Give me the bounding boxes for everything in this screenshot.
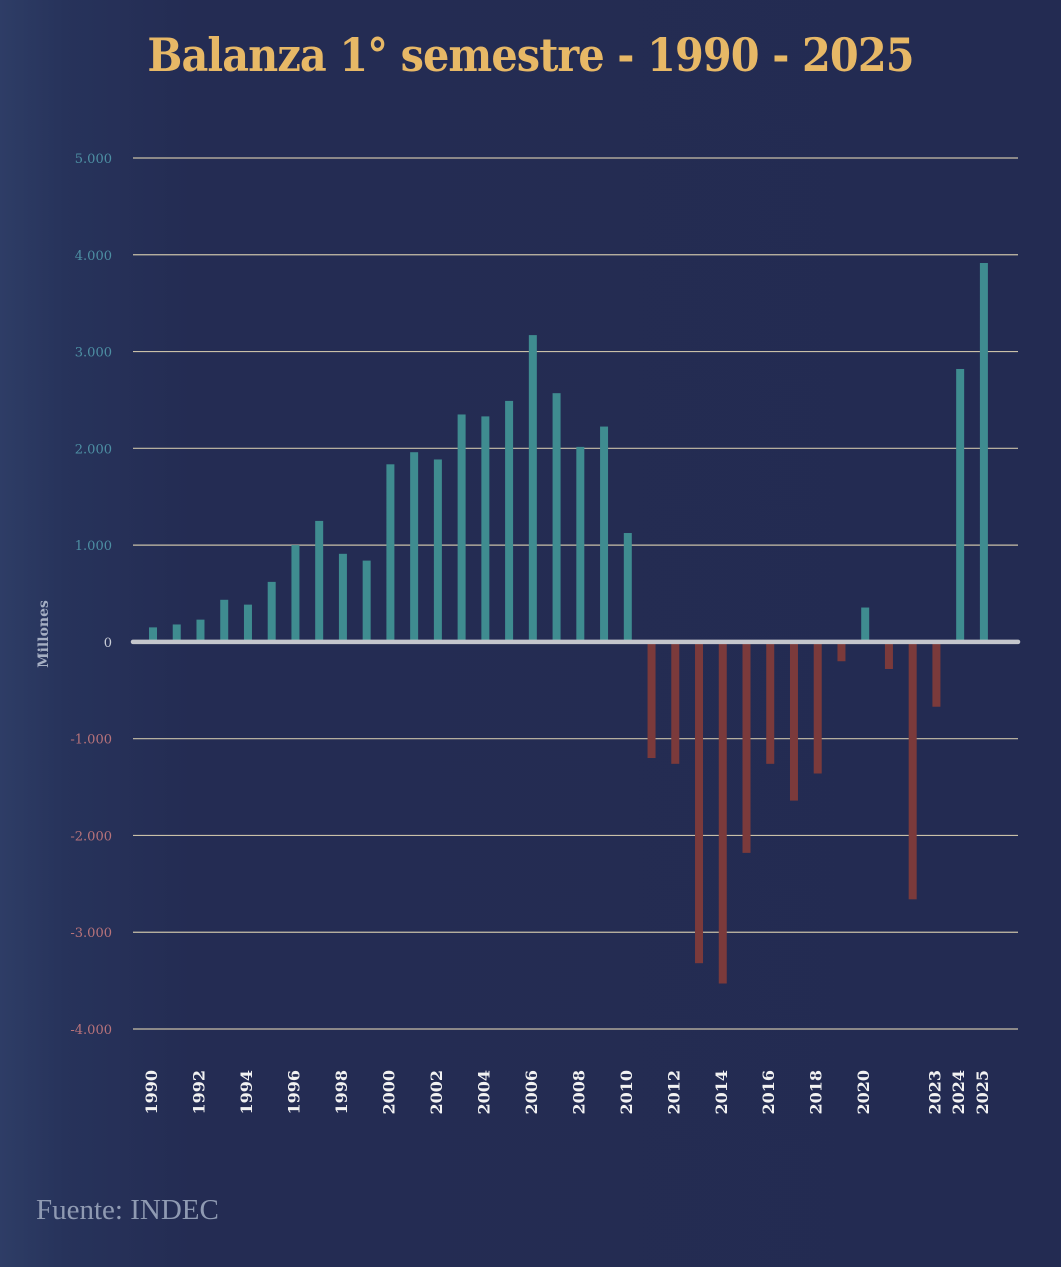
y-tick-label: 4.000 bbox=[75, 249, 112, 264]
bar-2010 bbox=[623, 533, 632, 642]
bar-2006 bbox=[528, 335, 537, 642]
y-tick-label: -3.000 bbox=[70, 926, 112, 941]
bar-1996 bbox=[291, 545, 300, 642]
bar-2015 bbox=[742, 641, 751, 853]
bar-2016 bbox=[766, 641, 775, 764]
x-tick-label: 2024 bbox=[949, 1070, 968, 1115]
bar-2019 bbox=[837, 641, 846, 662]
bar-2025 bbox=[979, 263, 988, 642]
y-tick-label: -1.000 bbox=[70, 733, 112, 748]
bar-2012 bbox=[671, 641, 680, 764]
x-tick-label: 2020 bbox=[854, 1070, 873, 1115]
x-tick-label: 2025 bbox=[973, 1070, 992, 1115]
x-tick-label: 2002 bbox=[427, 1070, 446, 1115]
bar-2011 bbox=[647, 641, 656, 759]
x-tick-label: 2012 bbox=[664, 1070, 683, 1115]
bar-2002 bbox=[433, 459, 442, 642]
bar-2014 bbox=[718, 641, 727, 984]
x-axis-ticks: 1990 1992 1994 1996 1998 2000 2002 2004 2006 2008… bbox=[142, 1070, 992, 1115]
bar-2007 bbox=[552, 393, 561, 642]
bar-2004 bbox=[481, 416, 490, 642]
y-tick-label: 1.000 bbox=[75, 539, 112, 554]
x-tick-label: 1992 bbox=[189, 1070, 208, 1115]
bar-2024 bbox=[956, 368, 965, 642]
bar-1991 bbox=[172, 624, 181, 642]
bar-1995 bbox=[267, 581, 276, 642]
bar-1997 bbox=[315, 520, 324, 642]
x-tick-label: 1994 bbox=[237, 1070, 256, 1115]
bar-1999 bbox=[362, 560, 371, 642]
x-tick-label: 1996 bbox=[284, 1070, 303, 1115]
y-tick-label: 2.000 bbox=[75, 442, 112, 457]
bar-1993 bbox=[220, 599, 229, 642]
bars bbox=[149, 263, 988, 984]
y-tick-label: 0 bbox=[104, 636, 112, 651]
x-tick-label: 2023 bbox=[925, 1070, 944, 1115]
bar-1990 bbox=[149, 627, 157, 642]
bar-2005 bbox=[505, 400, 514, 642]
bar-2000 bbox=[386, 464, 395, 642]
chart-title: Balanza 1° semestre - 1990 - 2025 bbox=[147, 28, 914, 82]
bar-2023 bbox=[932, 641, 941, 707]
bar-2017 bbox=[789, 641, 798, 801]
bar-2003 bbox=[457, 414, 466, 642]
x-tick-label: 2006 bbox=[522, 1070, 541, 1115]
bar-2020 bbox=[861, 607, 870, 642]
x-tick-label: 2018 bbox=[807, 1070, 826, 1115]
bar-1992 bbox=[196, 619, 205, 642]
bar-2022 bbox=[908, 641, 917, 900]
gridlines bbox=[133, 157, 1018, 1030]
source-note: Fuente: INDEC bbox=[36, 1194, 219, 1226]
bar-2021 bbox=[884, 641, 893, 669]
y-tick-label: -2.000 bbox=[70, 829, 112, 844]
bar-2009 bbox=[600, 426, 609, 642]
bar-2018 bbox=[813, 641, 822, 774]
y-axis-ticks: 5.000 4.000 3.000 2.000 1.000 0 -1.000 -2.000 -3… bbox=[70, 152, 112, 1038]
bar-1994 bbox=[243, 604, 252, 642]
y-tick-label: 5.000 bbox=[75, 152, 112, 167]
x-tick-label: 2010 bbox=[617, 1070, 636, 1115]
x-tick-label: 2000 bbox=[379, 1070, 398, 1115]
bar-2008 bbox=[576, 446, 585, 642]
bar-2013 bbox=[695, 641, 704, 964]
x-tick-label: 2014 bbox=[712, 1070, 731, 1115]
x-tick-label: 2008 bbox=[569, 1070, 588, 1115]
x-tick-label: 2016 bbox=[759, 1070, 778, 1115]
bar-1998 bbox=[338, 553, 347, 642]
y-tick-label: -4.000 bbox=[70, 1023, 112, 1038]
y-tick-label: 3.000 bbox=[75, 346, 112, 361]
bar-2001 bbox=[410, 452, 419, 642]
x-tick-label: 1990 bbox=[142, 1070, 161, 1115]
x-tick-label: 2004 bbox=[474, 1070, 493, 1115]
x-tick-label: 1998 bbox=[332, 1070, 351, 1115]
